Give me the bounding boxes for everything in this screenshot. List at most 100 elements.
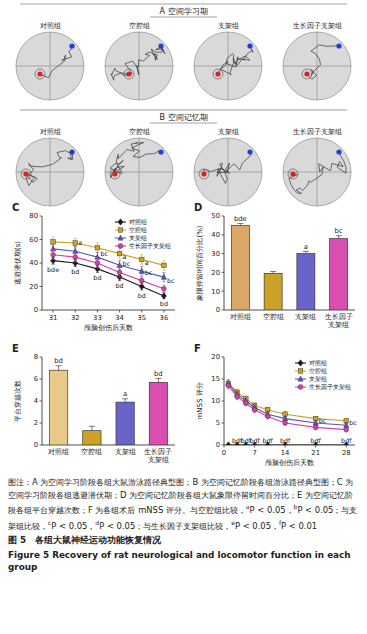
maze-panel: B 空间记忆期对照组空腔组支架组生长因子支架组 xyxy=(16,110,351,206)
annotation: bdf xyxy=(249,437,260,445)
rule xyxy=(150,17,217,18)
y-tick-label: 15 xyxy=(211,375,220,383)
legend-label: 空腔组 xyxy=(309,367,327,374)
marker xyxy=(313,425,318,430)
line-chart: 05101520mNSS 评分F07142128颅脑创伤后天数bdfbdfbdf… xyxy=(194,343,357,467)
y-tick-label: 0 xyxy=(34,306,38,314)
swim-path xyxy=(218,46,253,75)
marker xyxy=(117,251,122,256)
y-tick xyxy=(40,379,43,380)
x-tick-label: 35 xyxy=(137,314,146,322)
x-tick xyxy=(75,310,76,313)
group-label: 生长因子支架组 xyxy=(293,128,342,136)
error-bar xyxy=(89,426,95,430)
pool xyxy=(105,138,173,206)
y-tick xyxy=(40,239,43,240)
error-bar xyxy=(244,401,247,406)
swim-path xyxy=(289,152,346,193)
y-tick xyxy=(40,216,43,217)
annotation: bd xyxy=(138,292,146,300)
error-bar xyxy=(336,236,342,239)
annotation: bdf xyxy=(311,437,322,445)
y-tick-label: 40 xyxy=(211,231,220,239)
rule xyxy=(150,123,217,124)
annotation: bd xyxy=(54,357,63,365)
marker xyxy=(118,235,123,240)
panel-title: A 空间学习期 xyxy=(159,7,207,16)
platform xyxy=(110,169,120,179)
end-dot xyxy=(23,171,28,176)
caption-title: Figure 5 Recovery of rat neurological an… xyxy=(8,549,360,574)
x-tick-label: 7 xyxy=(252,449,256,457)
y-tick-label: 0 xyxy=(216,441,220,449)
annotation: bd xyxy=(93,274,101,282)
caption: 图注：A 为空间学习阶段各组大鼠游泳路径典型图；B 为空间记忆阶段各组游泳路径典… xyxy=(8,476,360,574)
marker xyxy=(73,241,78,246)
marker xyxy=(243,401,248,406)
x-axis-title: 颅脑创伤后天数 xyxy=(265,459,314,467)
y-tick-label: 6 xyxy=(34,375,38,383)
group-label: 支架组 xyxy=(218,128,239,136)
y-tick-label: 20 xyxy=(29,283,38,291)
series-line xyxy=(228,386,346,430)
error-bar xyxy=(140,277,143,284)
marker xyxy=(117,262,122,267)
start-dot xyxy=(158,149,163,154)
marker xyxy=(95,245,100,250)
y-tick-label: 0 xyxy=(216,306,220,314)
label-part: 支架组 xyxy=(328,321,349,329)
pool xyxy=(194,138,262,206)
bar-chart: 01020304050象限停留时间百分比(%)D对照组空腔组支架组生长因子支架组… xyxy=(194,202,355,329)
marker xyxy=(298,385,303,390)
x-tick-label: 36 xyxy=(160,314,169,322)
series-line xyxy=(53,255,164,289)
panel-letter: D xyxy=(194,202,202,213)
marker xyxy=(298,360,303,366)
y-axis-title: 象限停留时间百分比(%) xyxy=(196,225,204,300)
marker xyxy=(344,422,349,427)
annotation: a xyxy=(123,253,127,261)
x-tick-label: 31 xyxy=(49,314,58,322)
marker xyxy=(139,268,144,273)
legend: 对照组空腔组支架组生长因子支架组 xyxy=(295,359,351,390)
start-dot xyxy=(247,149,252,154)
marker xyxy=(162,263,167,268)
annotation: bd xyxy=(160,300,168,308)
group-label: 支架组 xyxy=(218,22,239,30)
end-dot xyxy=(126,71,131,76)
x-tick xyxy=(119,310,120,313)
end-dot xyxy=(201,171,206,176)
x-tick-label: 生长因子支架组 xyxy=(325,313,353,329)
y-tick xyxy=(222,291,225,292)
bar xyxy=(264,273,282,310)
y-tick-label: 20 xyxy=(211,269,220,277)
crosshair xyxy=(228,32,229,100)
x-tick-label: 0 xyxy=(222,449,226,457)
error-bar xyxy=(162,285,165,292)
x-tick-label: 空腔组 xyxy=(263,313,284,321)
superscript: b xyxy=(294,503,298,510)
crosshair xyxy=(139,138,140,206)
x-tick-label: 对照组 xyxy=(230,313,251,321)
x-axis-title: 颅脑创伤后天数 xyxy=(84,324,133,332)
legend-label: 生长因子支架组 xyxy=(309,383,351,390)
x-tick xyxy=(285,445,286,448)
error-bar xyxy=(56,366,62,370)
annotation: bdf xyxy=(262,437,273,445)
crosshair xyxy=(50,32,51,100)
swim-path xyxy=(111,46,165,80)
error-bar xyxy=(266,414,269,418)
y-tick xyxy=(222,216,225,217)
x-tick xyxy=(141,310,142,313)
error-bar xyxy=(303,251,309,253)
end-dot xyxy=(304,71,309,76)
y-tick xyxy=(40,357,43,358)
y-axis xyxy=(224,216,225,310)
panel-letter: E xyxy=(12,343,19,354)
group-label: 空腔组 xyxy=(129,128,150,136)
annotation: bc xyxy=(349,419,357,427)
y-tick xyxy=(40,423,43,424)
y-tick xyxy=(40,401,43,402)
x-tick xyxy=(97,310,98,313)
error-bar xyxy=(74,252,77,261)
